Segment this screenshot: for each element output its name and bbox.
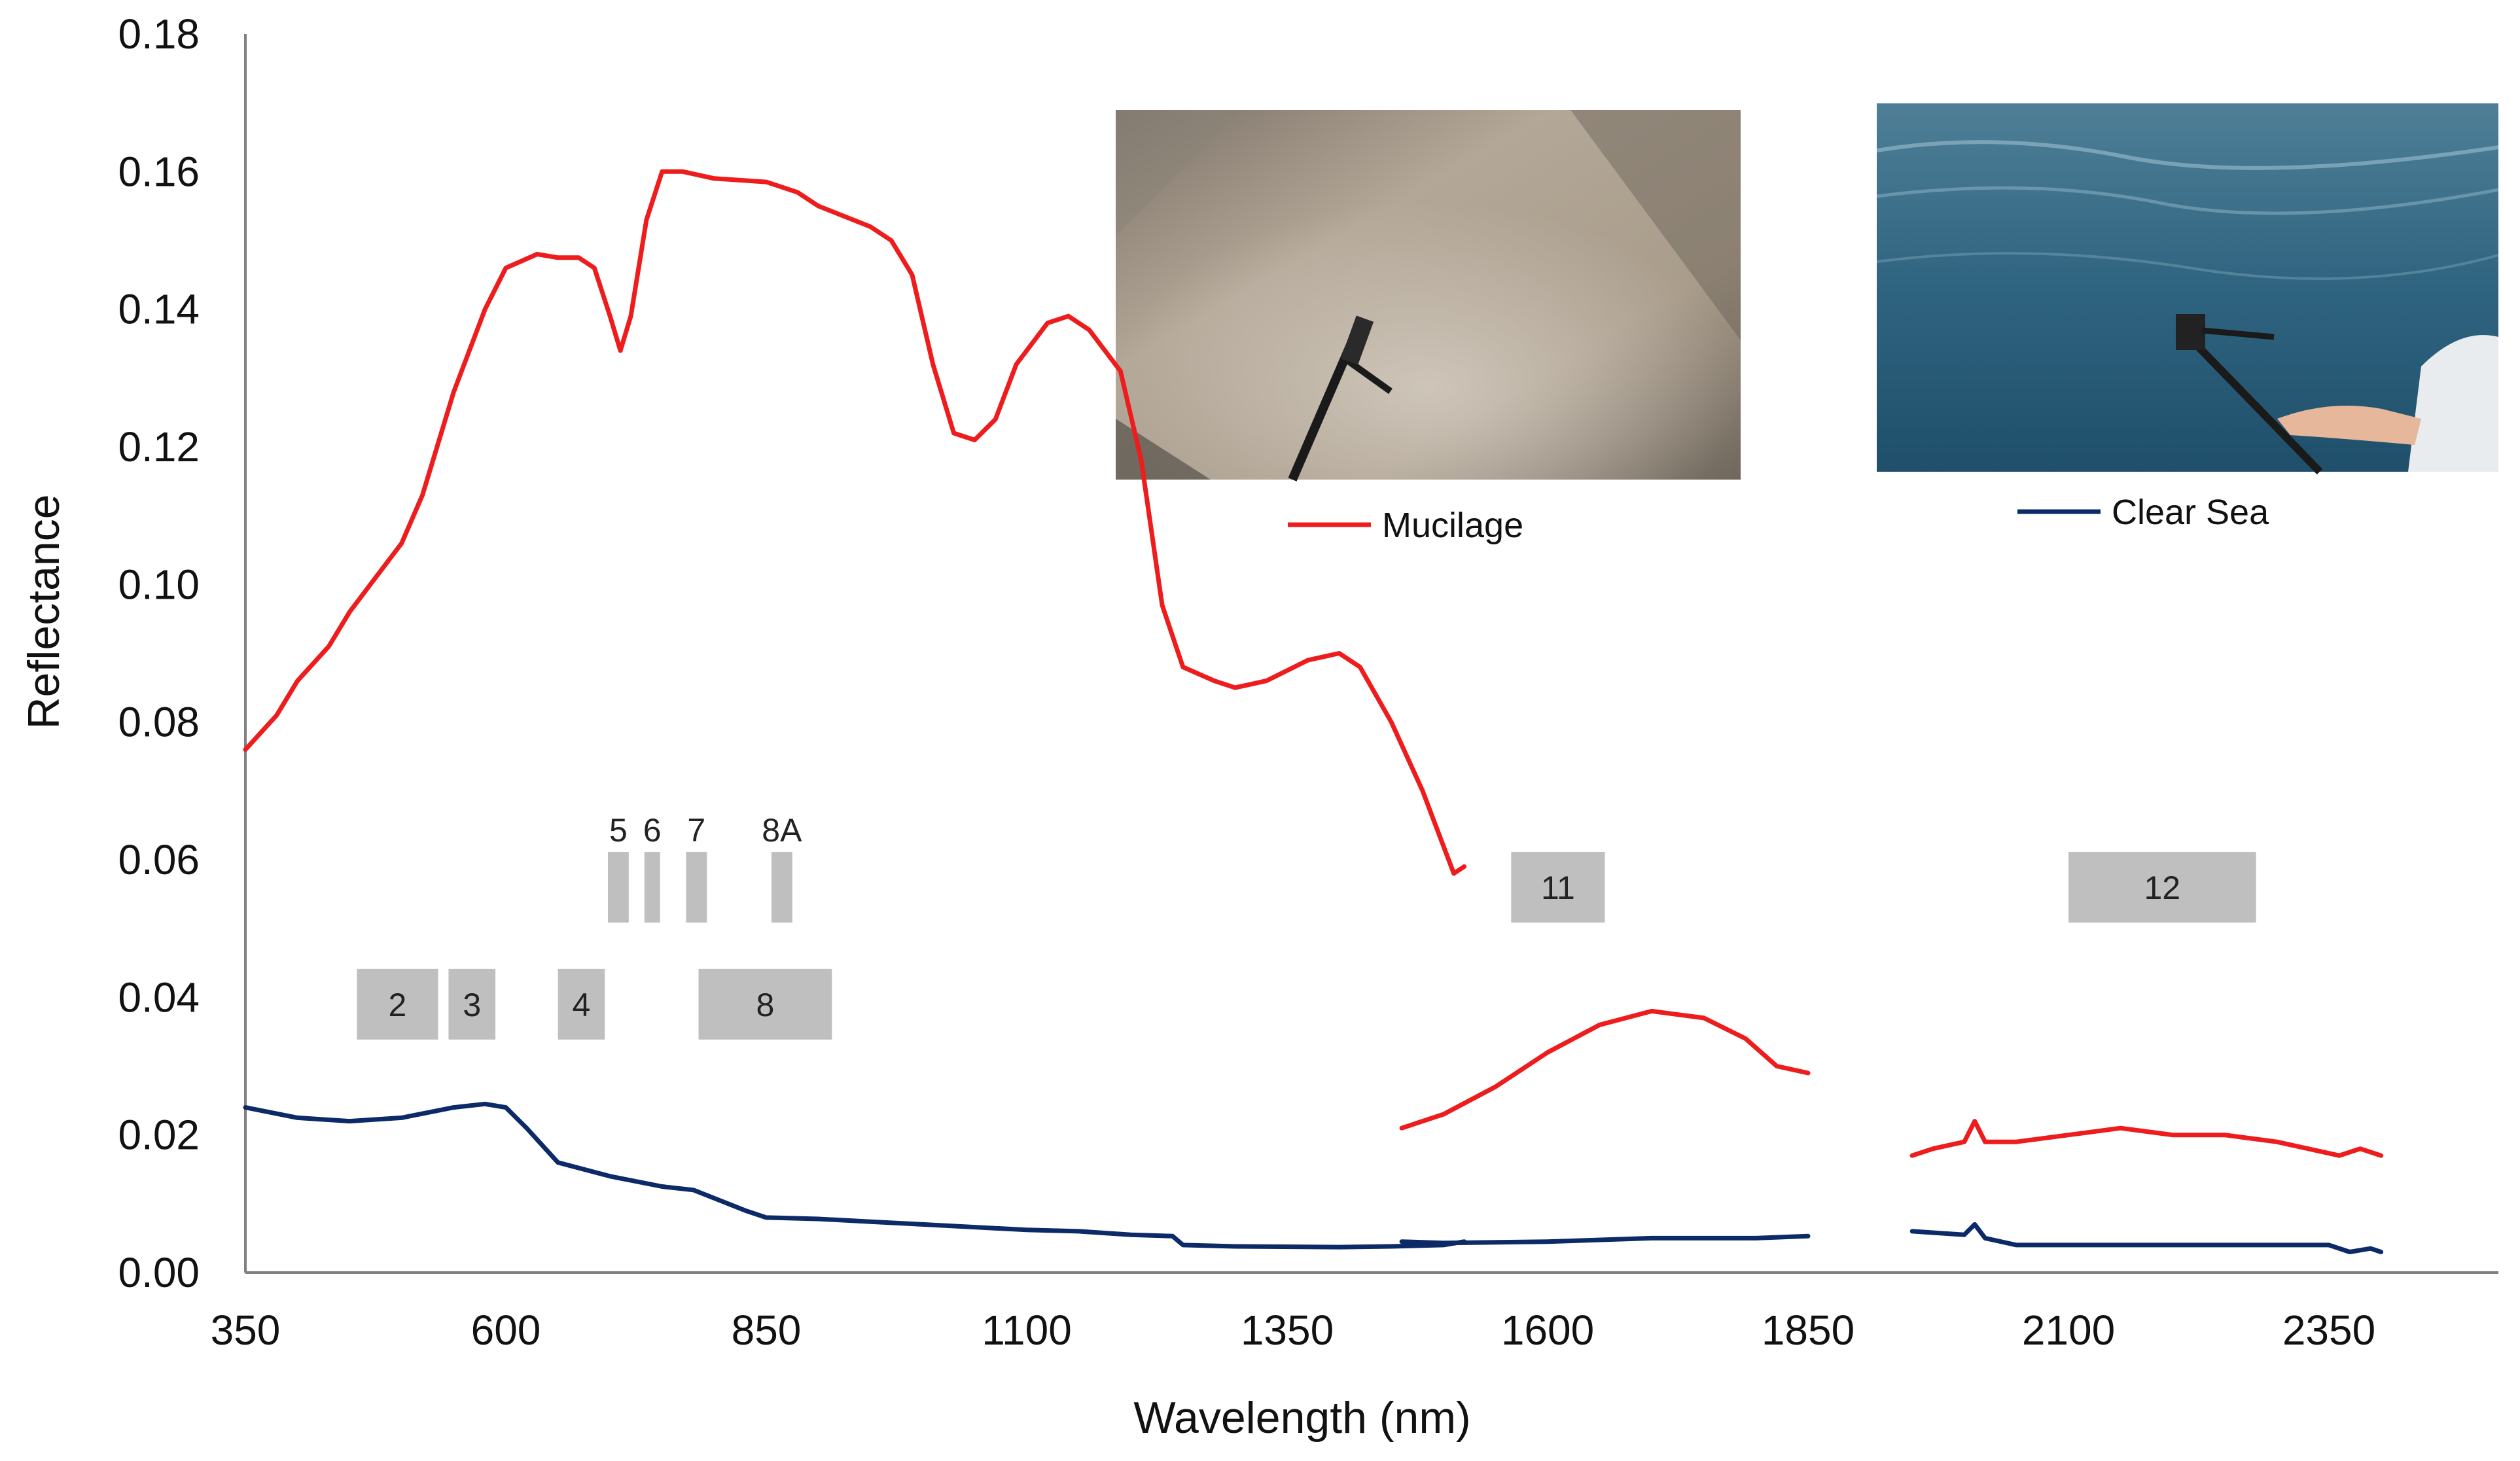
- band-box: [448, 968, 496, 1040]
- band-label: 11: [1541, 870, 1575, 906]
- x-tick-label: 350: [211, 1307, 281, 1354]
- band-label: 8A: [762, 812, 802, 849]
- band-label: 3: [463, 987, 481, 1023]
- band-label: 4: [573, 987, 591, 1023]
- legend-clear-sea: Clear Sea: [2017, 493, 2269, 532]
- y-tick-label: 0.04: [118, 974, 200, 1021]
- series-line-segment: [1909, 1222, 2384, 1254]
- band-label: 7: [687, 812, 705, 849]
- band-5: 5: [608, 812, 629, 923]
- band-label: 12: [2144, 870, 2180, 906]
- legend-mucilage-label: Mucilage: [1382, 506, 1523, 545]
- y-tick-labels: 0.00 0.02 0.04 0.06 0.08 0.10 0.12 0.14 0.16 0.18: [118, 10, 200, 1296]
- band-8A: 8A: [762, 812, 802, 923]
- y-tick-label: 0.16: [118, 148, 200, 195]
- sentinel-bands: 2 3 4 8 5 6 7 8A 11 12: [357, 812, 2256, 1040]
- band-label: 5: [609, 812, 628, 849]
- y-tick-label: 0.08: [118, 699, 200, 746]
- y-tick-label: 0.14: [118, 286, 200, 333]
- mucilage-photo: [1116, 110, 1741, 482]
- legend-clear-sea-label: Clear Sea: [2112, 493, 2269, 532]
- x-axis-title: Wavelength (nm): [1133, 1393, 1470, 1443]
- y-axis-title: Reflectance: [19, 494, 69, 729]
- y-tick-label: 0.10: [118, 561, 200, 608]
- y-tick-label: 0.18: [118, 10, 200, 58]
- series-line-segment: [1399, 1233, 1811, 1246]
- series-line-segment: [243, 1101, 1467, 1250]
- band-3: 3: [448, 968, 496, 1040]
- band-box: [1511, 852, 1605, 923]
- series-lines: [243, 169, 2384, 1254]
- x-tick-label: 1350: [1241, 1307, 1334, 1354]
- band-4: 4: [558, 968, 605, 1040]
- x-tick-label: 2100: [2022, 1307, 2115, 1354]
- series-line-segment: [1909, 1119, 2384, 1158]
- clear-sea-photo: [1876, 103, 2499, 475]
- series-line-segment: [243, 169, 1467, 876]
- series-clear-sea: [243, 1101, 2384, 1254]
- x-tick-label: 1850: [1762, 1307, 1855, 1354]
- band-box: [644, 852, 660, 923]
- band-label: 2: [389, 987, 407, 1023]
- x-tick-label: 600: [471, 1307, 541, 1354]
- band-11: 11: [1511, 852, 1605, 923]
- x-tick-label: 1100: [982, 1307, 1072, 1354]
- band-12: 12: [2068, 852, 2256, 923]
- band-box: [686, 852, 707, 923]
- y-tick-label: 0.02: [118, 1112, 200, 1159]
- band-label: 6: [643, 812, 662, 849]
- band-6: 6: [643, 812, 662, 923]
- band-box: [2068, 852, 2256, 923]
- band-box: [357, 968, 438, 1040]
- series-line-segment: [1399, 1008, 1811, 1131]
- band-2: 2: [357, 968, 438, 1040]
- y-tick-label: 0.12: [118, 423, 200, 470]
- x-tick-label: 850: [732, 1307, 802, 1354]
- band-label: 8: [756, 987, 775, 1023]
- band-box: [698, 968, 832, 1040]
- x-tick-labels: 350 600 850 1100 1350 1600 1850 2100 2350: [211, 1307, 2376, 1354]
- band-7: 7: [686, 812, 707, 923]
- band-box: [771, 852, 792, 923]
- band-box: [558, 968, 605, 1040]
- legend-mucilage: Mucilage: [1288, 506, 1523, 545]
- x-tick-label: 1600: [1501, 1307, 1594, 1354]
- band-8: 8: [698, 968, 832, 1040]
- y-tick-label: 0.00: [118, 1249, 200, 1296]
- band-box: [608, 852, 629, 923]
- x-tick-label: 2350: [2282, 1307, 2375, 1354]
- series-mucilage: [243, 169, 2384, 1158]
- y-tick-label: 0.06: [118, 836, 200, 883]
